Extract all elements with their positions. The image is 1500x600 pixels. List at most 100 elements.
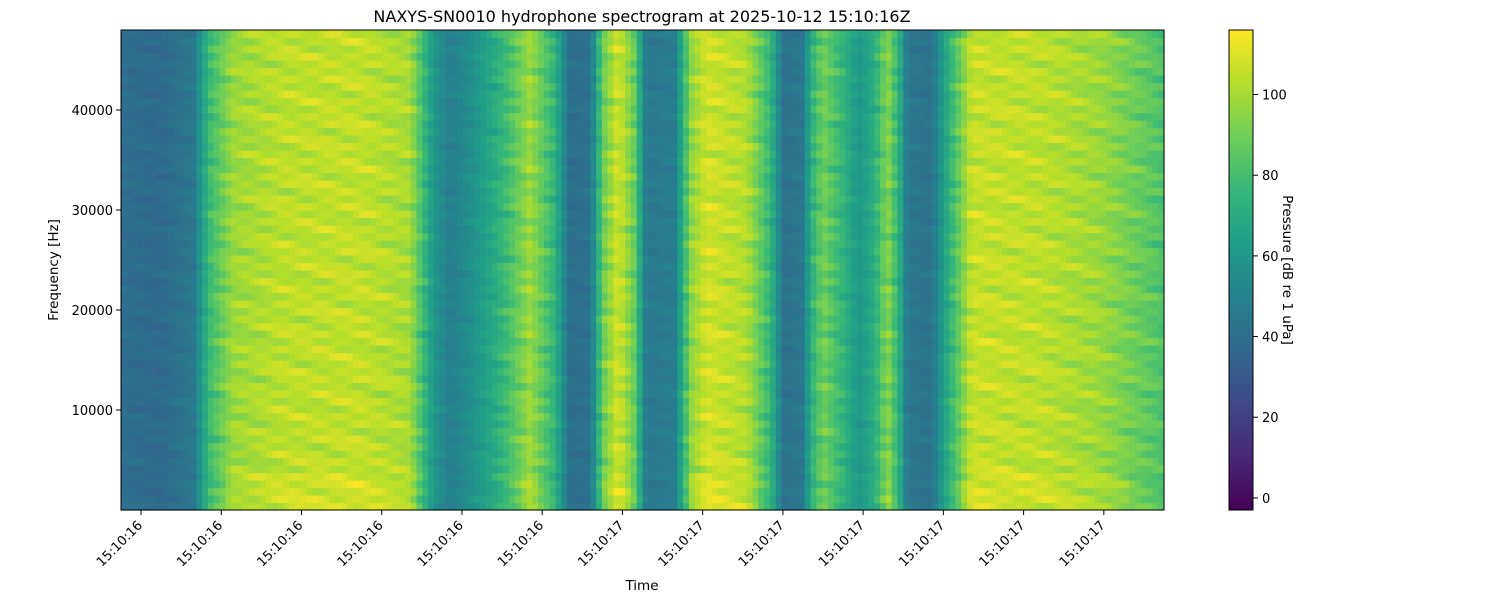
heatmap-cell bbox=[155, 277, 163, 286]
heatmap-cell bbox=[532, 300, 539, 309]
heatmap-cell bbox=[300, 360, 308, 369]
heatmap-cell bbox=[265, 232, 273, 241]
heatmap-cell bbox=[561, 165, 568, 174]
heatmap-cell bbox=[277, 187, 284, 196]
heatmap-cell bbox=[422, 300, 429, 309]
heatmap-cell bbox=[173, 90, 180, 99]
heatmap-cell bbox=[474, 37, 481, 46]
heatmap-cell bbox=[213, 127, 221, 136]
heatmap-cell bbox=[491, 442, 499, 451]
heatmap-cell bbox=[341, 465, 348, 474]
heatmap-cell bbox=[318, 195, 325, 204]
heatmap-cell bbox=[520, 240, 528, 249]
heatmap-cell bbox=[341, 67, 348, 76]
heatmap-cell bbox=[538, 315, 545, 324]
heatmap-cell bbox=[121, 465, 128, 474]
heatmap-cell bbox=[416, 330, 423, 339]
heatmap-cell bbox=[451, 390, 458, 399]
heatmap-cell bbox=[381, 285, 389, 294]
heatmap-cell bbox=[480, 390, 487, 399]
heatmap-cell bbox=[416, 180, 423, 189]
heatmap-cell bbox=[567, 285, 574, 294]
heatmap-cell bbox=[306, 450, 313, 459]
heatmap-cell bbox=[184, 495, 192, 504]
heatmap-cell bbox=[184, 142, 192, 151]
heatmap-cell bbox=[132, 457, 139, 466]
heatmap-cell bbox=[178, 247, 186, 256]
heatmap-cell bbox=[277, 157, 284, 166]
heatmap-cell bbox=[543, 225, 551, 234]
heatmap-cell bbox=[329, 360, 336, 369]
heatmap-cell bbox=[474, 285, 481, 294]
heatmap-cell bbox=[254, 405, 261, 414]
heatmap-cell bbox=[451, 210, 458, 219]
heatmap-cell bbox=[173, 397, 180, 406]
heatmap-cell bbox=[341, 187, 348, 196]
heatmap-cell bbox=[254, 450, 261, 459]
heatmap-cell bbox=[526, 480, 533, 489]
heatmap-cell bbox=[364, 450, 371, 459]
heatmap-cell bbox=[173, 247, 180, 256]
heatmap-cell bbox=[248, 82, 255, 91]
heatmap-cell bbox=[393, 45, 400, 54]
heatmap-cell bbox=[260, 45, 267, 54]
heatmap-cell bbox=[190, 67, 197, 76]
heatmap-cell bbox=[289, 412, 296, 421]
heatmap-cell bbox=[515, 90, 522, 99]
heatmap-cell bbox=[520, 375, 528, 384]
heatmap-cell bbox=[491, 390, 499, 399]
heatmap-cell bbox=[318, 232, 325, 241]
heatmap-cell bbox=[422, 90, 429, 99]
heatmap-cell bbox=[126, 60, 134, 69]
heatmap-cell bbox=[196, 247, 203, 256]
heatmap-cell bbox=[306, 502, 313, 511]
heatmap-cell bbox=[491, 202, 499, 211]
heatmap-cell bbox=[370, 277, 377, 286]
heatmap-cell bbox=[422, 187, 429, 196]
heatmap-cell bbox=[219, 202, 226, 211]
heatmap-cell bbox=[346, 60, 354, 69]
heatmap-cell bbox=[178, 382, 186, 391]
heatmap-cell bbox=[196, 75, 203, 84]
heatmap-cell bbox=[312, 442, 319, 451]
heatmap-cell bbox=[387, 75, 394, 84]
heatmap-cell bbox=[248, 165, 255, 174]
heatmap-cell bbox=[375, 457, 383, 466]
heatmap-cell bbox=[364, 337, 371, 346]
heatmap-cell bbox=[486, 420, 493, 429]
heatmap-cell bbox=[306, 127, 313, 136]
heatmap-cell bbox=[254, 90, 261, 99]
heatmap-cell bbox=[167, 225, 174, 234]
heatmap-cell bbox=[138, 142, 145, 151]
heatmap-cell bbox=[265, 247, 273, 256]
heatmap-cell bbox=[265, 195, 273, 204]
heatmap-cell bbox=[352, 225, 360, 234]
heatmap-cell bbox=[346, 367, 354, 376]
heatmap-cell bbox=[318, 105, 325, 114]
heatmap-cell bbox=[439, 270, 447, 279]
heatmap-cell bbox=[289, 337, 296, 346]
heatmap-cell bbox=[346, 165, 354, 174]
heatmap-cell bbox=[149, 487, 157, 496]
heatmap-cell bbox=[561, 487, 568, 496]
heatmap-cell bbox=[370, 285, 377, 294]
heatmap-cell bbox=[202, 360, 209, 369]
heatmap-cell bbox=[196, 157, 203, 166]
heatmap-cell bbox=[167, 172, 174, 181]
heatmap-cell bbox=[532, 495, 539, 504]
heatmap-cell bbox=[515, 285, 522, 294]
heatmap-cell bbox=[231, 112, 238, 121]
heatmap-cell bbox=[567, 277, 574, 286]
heatmap-cell bbox=[289, 270, 296, 279]
heatmap-cell bbox=[346, 315, 354, 324]
heatmap-cell bbox=[428, 337, 435, 346]
heatmap-cell bbox=[486, 90, 493, 99]
heatmap-cell bbox=[520, 60, 528, 69]
heatmap-cell bbox=[178, 30, 186, 39]
heatmap-cell bbox=[178, 495, 186, 504]
heatmap-cell bbox=[515, 30, 522, 39]
heatmap-cell bbox=[480, 37, 487, 46]
heatmap-cell bbox=[190, 405, 197, 414]
heatmap-cell bbox=[242, 165, 250, 174]
heatmap-cell bbox=[167, 330, 174, 339]
